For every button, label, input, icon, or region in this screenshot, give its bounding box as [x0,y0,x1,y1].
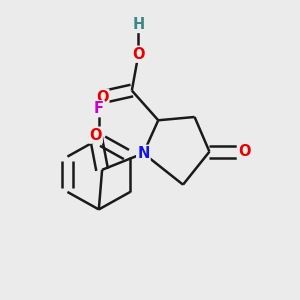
Text: O: O [96,90,108,105]
Text: H: H [132,17,145,32]
Text: O: O [132,47,145,62]
Text: N: N [137,146,150,161]
Text: F: F [94,101,104,116]
Text: O: O [238,144,250,159]
Text: O: O [89,128,102,142]
